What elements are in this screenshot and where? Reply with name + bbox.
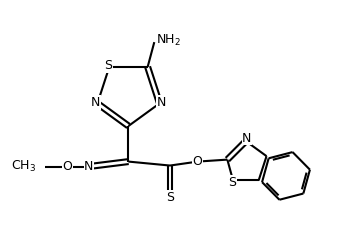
Text: N: N (91, 96, 100, 109)
Text: N: N (242, 132, 252, 145)
Text: O: O (62, 160, 72, 173)
Text: CH$_3$: CH$_3$ (12, 159, 37, 174)
Text: S: S (166, 191, 174, 204)
Text: O: O (193, 155, 203, 168)
Text: NH$_2$: NH$_2$ (156, 33, 181, 48)
Text: N: N (157, 96, 166, 109)
Text: S: S (104, 60, 112, 72)
Text: N: N (84, 160, 94, 173)
Text: S: S (228, 176, 236, 189)
